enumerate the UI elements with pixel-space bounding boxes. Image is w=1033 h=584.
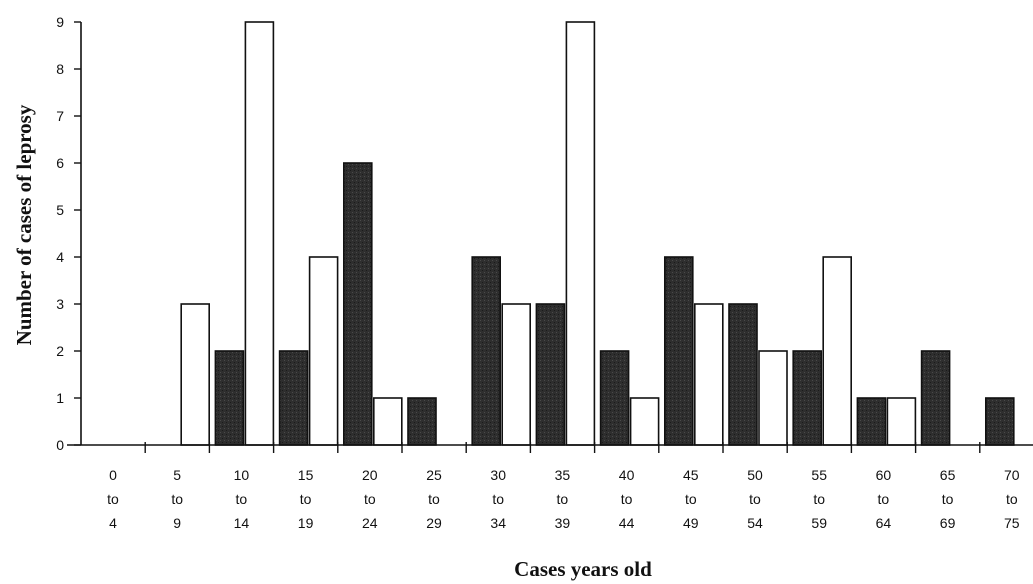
y-tick-label: 1 <box>56 390 64 406</box>
x-category-label: 60 <box>876 467 892 483</box>
y-tick-label: 8 <box>56 61 64 77</box>
bar-series-2-20-to-24 <box>372 397 403 446</box>
x-category-label: 5 <box>173 467 181 483</box>
bar-series-2-45-to-49 <box>693 303 724 446</box>
bar-series-1-65-to-69 <box>920 350 951 446</box>
x-category-label: to <box>685 491 697 507</box>
x-category-label: to <box>300 491 312 507</box>
x-category-label: 35 <box>555 467 571 483</box>
x-category-label: 65 <box>940 467 956 483</box>
x-category-label: to <box>942 491 954 507</box>
axes <box>67 21 1033 453</box>
y-tick-label: 6 <box>56 155 64 171</box>
y-tick-label: 3 <box>56 296 64 312</box>
bar-series-2-50-to-54 <box>758 350 788 446</box>
x-category-label: 15 <box>298 467 314 483</box>
bar-series-1-25-to-29 <box>407 397 437 446</box>
bar-series-1-50-to-54 <box>728 303 758 446</box>
x-category-label: 14 <box>234 515 250 531</box>
bar-series-1-20-to-24 <box>342 162 373 446</box>
y-tick-label: 0 <box>56 437 64 453</box>
x-category-label: to <box>428 491 440 507</box>
x-category-label: 49 <box>683 515 699 531</box>
x-category-label: 30 <box>490 467 506 483</box>
bar-series-1-55-to-59 <box>792 350 823 446</box>
x-category-label: 75 <box>1004 515 1020 531</box>
x-category-label: 55 <box>811 467 827 483</box>
bar-series-1-15-to-19 <box>278 350 309 446</box>
x-category-label: to <box>621 491 633 507</box>
x-axis-title: Cases years old <box>514 557 652 581</box>
x-category-label: to <box>749 491 761 507</box>
x-category-label: 45 <box>683 467 699 483</box>
bar-series-1-40-to-44 <box>599 350 630 446</box>
bar-series-1-60-to-64 <box>856 397 887 446</box>
bar-series-2-55-to-59 <box>822 256 853 446</box>
x-category-label: 40 <box>619 467 635 483</box>
bar-series-2-60-to-64 <box>886 397 917 446</box>
x-category-label: to <box>364 491 376 507</box>
y-tick-label: 5 <box>56 202 64 218</box>
y-tick-label: 4 <box>56 249 64 265</box>
bar-series-1-45-to-49 <box>663 256 694 446</box>
x-category-label: 44 <box>619 515 635 531</box>
x-category-label: 70 <box>1004 467 1020 483</box>
bar-series-2-10-to-14 <box>244 21 275 446</box>
bar-series-1-30-to-34 <box>471 256 502 446</box>
x-category-label: to <box>813 491 825 507</box>
x-category-label: 25 <box>426 467 442 483</box>
bar-series-1-70-to-75 <box>984 397 1015 446</box>
x-category-label: 64 <box>876 515 892 531</box>
x-category-label: to <box>878 491 890 507</box>
bar-series-1-35-to-39 <box>535 303 566 446</box>
y-tick-label: 9 <box>56 14 64 30</box>
x-category-label: 20 <box>362 467 378 483</box>
tick-labels: 01234567890to45to910to1415to1920to2425to… <box>56 14 1020 531</box>
x-category-label: 50 <box>747 467 763 483</box>
y-tick-label: 7 <box>56 108 64 124</box>
x-category-label: to <box>1006 491 1018 507</box>
x-category-label: 59 <box>811 515 827 531</box>
x-category-label: to <box>171 491 183 507</box>
x-category-label: to <box>492 491 504 507</box>
x-category-label: 39 <box>555 515 571 531</box>
bar-series-2-40-to-44 <box>629 397 660 446</box>
x-category-label: 4 <box>109 515 117 531</box>
x-category-label: 9 <box>173 515 181 531</box>
y-tick-label: 2 <box>56 343 64 359</box>
bar-series-2-35-to-39 <box>565 21 596 446</box>
x-category-label: 29 <box>426 515 442 531</box>
bar-series-1-10-to-14 <box>214 350 245 446</box>
x-category-label: 54 <box>747 515 763 531</box>
x-category-label: 24 <box>362 515 378 531</box>
x-category-label: 19 <box>298 515 314 531</box>
x-category-label: to <box>107 491 119 507</box>
bars <box>180 21 1015 446</box>
x-category-label: 34 <box>490 515 506 531</box>
x-category-label: to <box>236 491 248 507</box>
y-axis-title: Number of cases of leprosy <box>12 104 36 345</box>
x-category-label: 10 <box>234 467 250 483</box>
x-category-label: to <box>557 491 569 507</box>
x-category-label: 0 <box>109 467 117 483</box>
bar-series-2-15-to-19 <box>308 256 339 446</box>
bar-series-2-5-to-9 <box>180 303 210 446</box>
x-category-label: 69 <box>940 515 956 531</box>
bar-series-2-30-to-34 <box>501 303 532 446</box>
